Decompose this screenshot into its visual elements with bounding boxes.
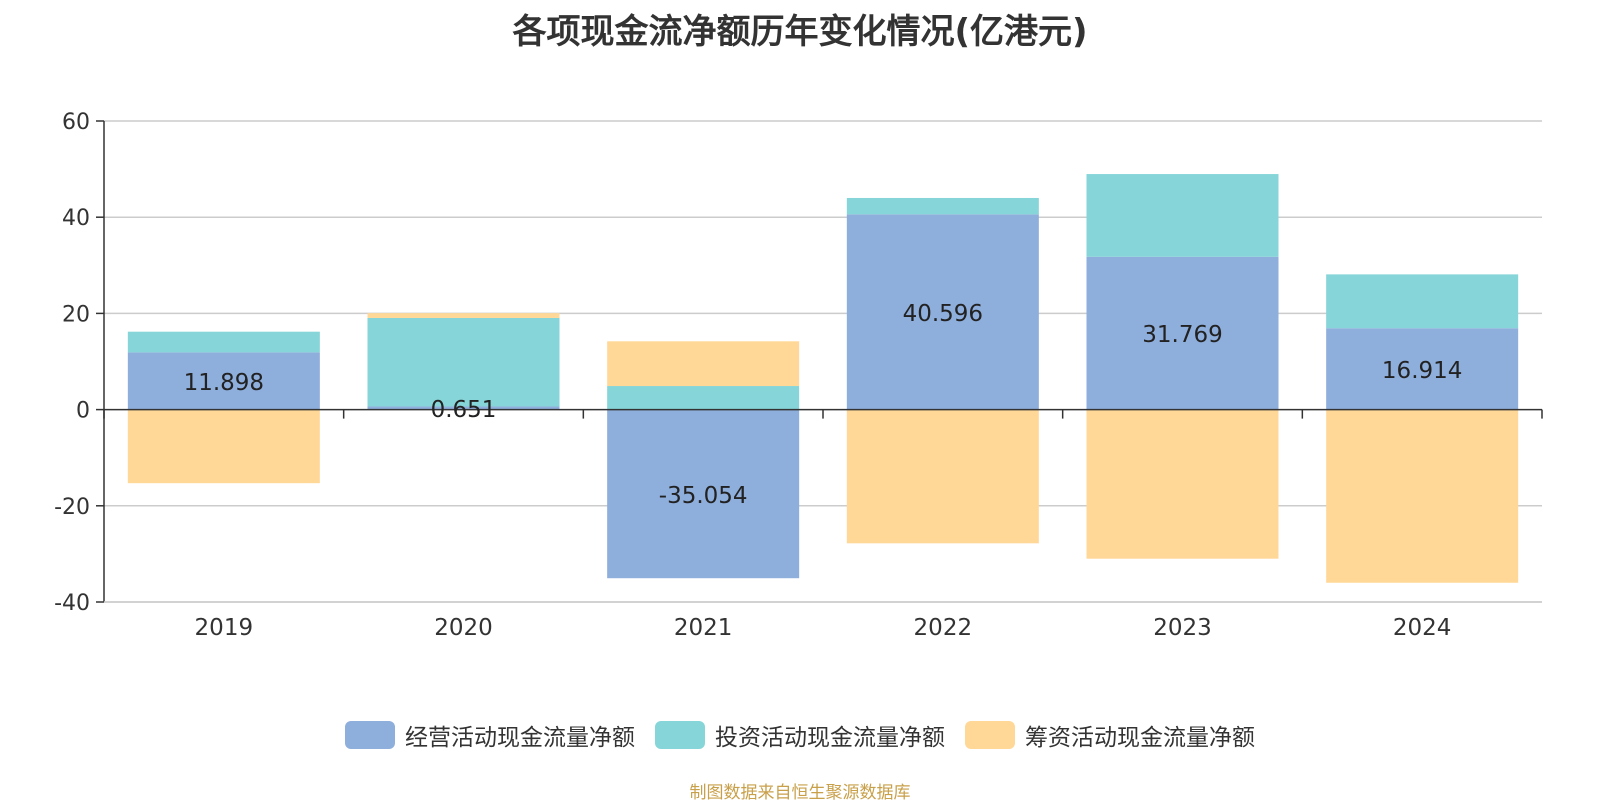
y-tick-label: 60 <box>62 110 90 135</box>
x-tick-label: 2023 <box>1153 615 1212 641</box>
bar-financing-2021 <box>607 341 800 387</box>
x-tick-label: 2024 <box>1393 615 1452 641</box>
x-tick-label: 2020 <box>434 615 493 641</box>
data-label-operating: 16.914 <box>1382 358 1462 384</box>
bar-financing-2023 <box>1086 409 1279 559</box>
bar-operating-2019 <box>127 352 320 410</box>
legend-item-investing[interactable]: 投资活动现金流量净额 <box>655 718 945 752</box>
bar-investing-2024 <box>1326 274 1519 329</box>
y-tick-label: 0 <box>76 399 90 424</box>
legend-label-financing: 筹资活动现金流量净额 <box>1025 725 1255 751</box>
legend-swatch-investing <box>655 721 705 749</box>
bar-investing-2023 <box>1086 174 1279 257</box>
x-tick-label: 2022 <box>914 615 973 641</box>
data-label-operating: 31.769 <box>1142 322 1222 348</box>
bar-investing-2022 <box>846 197 1039 215</box>
y-tick-label: 40 <box>62 206 90 231</box>
bar-financing-2022 <box>846 409 1039 544</box>
bar-investing-2020 <box>367 317 560 407</box>
y-tick-label: -40 <box>54 591 90 616</box>
source-note: 制图数据来自恒生聚源数据库 <box>689 783 911 803</box>
legend: 经营活动现金流量净额 投资活动现金流量净额 筹资活动现金流量净额 <box>0 718 1600 752</box>
bar-investing-2019 <box>127 331 320 353</box>
bar-operating-2020 <box>367 406 560 410</box>
bar-operating-2023 <box>1086 256 1279 410</box>
legend-swatch-operating <box>345 721 395 749</box>
bar-operating-2021 <box>607 409 800 579</box>
data-label-operating: 0.651 <box>431 397 497 423</box>
bar-financing-2024 <box>1326 409 1519 583</box>
bar-financing-2020 <box>367 313 560 318</box>
legend-item-operating[interactable]: 经营活动现金流量净额 <box>345 718 635 752</box>
legend-label-investing: 投资活动现金流量净额 <box>715 725 945 751</box>
chart-title: 各项现金流净额历年变化情况(亿港元) <box>512 12 1088 52</box>
chart-canvas: 60 40 20 0 -20 -40 2019 2020 2021 2022 2023 2024 11.… <box>54 110 1543 641</box>
bar-financing-2019 <box>127 409 320 484</box>
y-tick-label: 20 <box>62 302 90 327</box>
legend-swatch-financing <box>965 721 1015 749</box>
data-label-operating: 40.596 <box>903 301 983 327</box>
y-tick-label: -20 <box>54 495 90 520</box>
legend-item-financing[interactable]: 筹资活动现金流量净额 <box>965 718 1255 752</box>
data-label-operating: -35.054 <box>659 483 748 509</box>
legend-label-operating: 经营活动现金流量净额 <box>405 725 635 751</box>
x-tick-label: 2021 <box>674 615 733 641</box>
data-label-operating: 11.898 <box>184 370 264 396</box>
bar-operating-2022 <box>846 214 1039 410</box>
bar-investing-2021 <box>607 386 800 410</box>
x-tick-label: 2019 <box>195 615 254 641</box>
bar-operating-2024 <box>1326 328 1519 410</box>
